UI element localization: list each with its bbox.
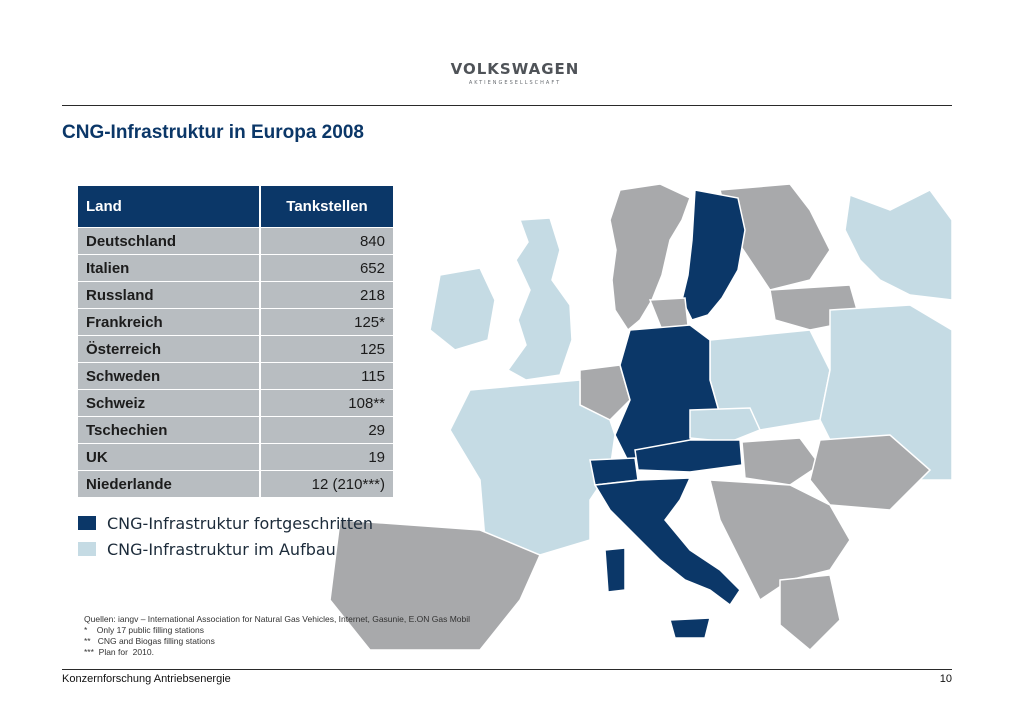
cell-land: Schweden [78, 363, 261, 390]
map-uk [506, 217, 573, 381]
legend-swatch-advanced [78, 516, 96, 530]
cng-table: Land Tankstellen Deutschland 840 Italien… [78, 186, 393, 498]
header-rule [62, 105, 952, 106]
cell-value: 29 [261, 417, 393, 444]
cell-land: Deutschland [78, 228, 261, 255]
footnote-1: * Only 17 public filling stations [84, 625, 205, 635]
legend-swatch-building [78, 542, 96, 556]
table-row: Russland 218 [78, 282, 393, 309]
map-legend: CNG-Infrastruktur fortgeschritten CNG-In… [78, 510, 373, 562]
cell-value: 218 [261, 282, 393, 309]
table-row: Schweiz 108** [78, 390, 393, 417]
cell-value: 19 [261, 444, 393, 471]
map-italy [593, 477, 741, 607]
legend-label: CNG-Infrastruktur im Aufbau [107, 539, 336, 559]
map-hungary [741, 437, 822, 486]
header-tankstellen: Tankstellen [261, 186, 393, 228]
map-romania [809, 434, 932, 511]
cell-land: Tschechien [78, 417, 261, 444]
cell-land: Russland [78, 282, 261, 309]
map-spain [329, 519, 541, 651]
map-france [449, 379, 616, 556]
table-row: Niederlande 12 (210***) [78, 471, 393, 498]
cell-land: Italien [78, 255, 261, 282]
cell-value: 840 [261, 228, 393, 255]
map-balkans [709, 479, 851, 602]
table-row: Italien 652 [78, 255, 393, 282]
table-row: Deutschland 840 [78, 228, 393, 255]
page-title: CNG-Infrastruktur in Europa 2008 [62, 122, 364, 143]
cell-value: 108** [261, 390, 393, 417]
map-czech [689, 407, 762, 443]
volkswagen-logo: VOLKSWAGEN AKTIENGESELLSCHAFT [400, 60, 630, 86]
map-norway [609, 183, 691, 332]
europe-map [329, 183, 952, 652]
table-row: Frankreich 125* [78, 309, 393, 336]
page-footer: Konzernforschung Antriebsenergie 10 [62, 669, 952, 685]
cell-land: Niederlande [78, 471, 261, 498]
logo-subtitle: AKTIENGESELLSCHAFT [468, 80, 562, 86]
cell-land: Frankreich [78, 309, 261, 336]
footnote-2: ** CNG and Biogas filling stations [84, 636, 215, 646]
table-row: Österreich 125 [78, 336, 393, 363]
page-number: 10 [939, 673, 952, 685]
legend-item-building: CNG-Infrastruktur im Aufbau [78, 536, 373, 562]
cell-value: 125* [261, 309, 393, 336]
table-row: Tschechien 29 [78, 417, 393, 444]
legend-item-advanced: CNG-Infrastruktur fortgeschritten [78, 510, 373, 536]
map-greece [779, 574, 841, 652]
cell-value: 125 [261, 336, 393, 363]
cell-land: UK [78, 444, 261, 471]
legend-label: CNG-Infrastruktur fortgeschritten [107, 513, 373, 533]
map-ireland [429, 267, 496, 351]
map-sardinia [604, 547, 626, 593]
footnote-3: *** Plan for 2010. [84, 647, 154, 657]
map-sicily [669, 617, 711, 639]
cell-land: Schweiz [78, 390, 261, 417]
sources-notes: Quellen: iangv – International Associati… [84, 614, 470, 658]
footer-department: Konzernforschung Antriebsenergie [62, 673, 231, 685]
cell-value: 115 [261, 363, 393, 390]
table-row: UK 19 [78, 444, 393, 471]
map-austria [634, 439, 743, 473]
map-sweden [681, 189, 746, 321]
logo-wordmark: VOLKSWAGEN [450, 60, 580, 78]
sources-line: Quellen: iangv – International Associati… [84, 614, 471, 624]
table-row: Schweden 115 [78, 363, 393, 390]
map-russia-nw [844, 189, 952, 301]
header-land: Land [78, 186, 261, 228]
cell-value: 652 [261, 255, 393, 282]
cell-value: 12 (210***) [261, 471, 393, 498]
table-header-row: Land Tankstellen [78, 186, 393, 228]
cell-land: Österreich [78, 336, 261, 363]
